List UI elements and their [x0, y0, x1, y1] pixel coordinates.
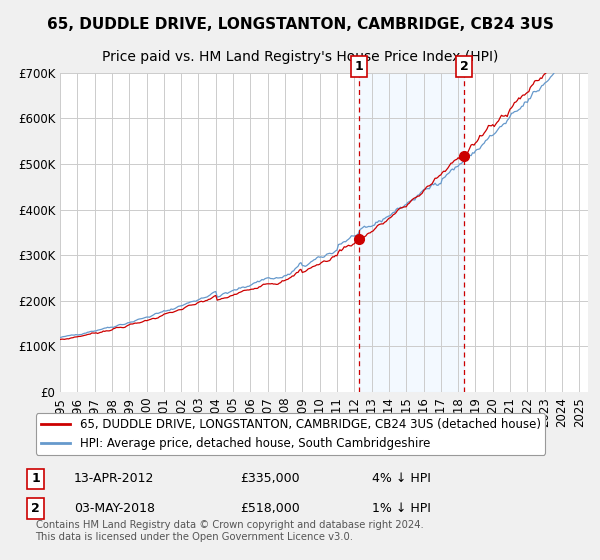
Text: £518,000: £518,000 — [240, 502, 299, 515]
Bar — [359, 73, 464, 392]
Text: 2: 2 — [460, 60, 469, 73]
Text: 2: 2 — [31, 502, 40, 515]
Text: £335,000: £335,000 — [240, 473, 299, 486]
Text: 13-APR-2012: 13-APR-2012 — [74, 473, 155, 486]
Text: 03-MAY-2018: 03-MAY-2018 — [74, 502, 155, 515]
Legend: 65, DUDDLE DRIVE, LONGSTANTON, CAMBRIDGE, CB24 3US (detached house), HPI: Averag: 65, DUDDLE DRIVE, LONGSTANTON, CAMBRIDGE… — [36, 413, 545, 455]
Text: Price paid vs. HM Land Registry's House Price Index (HPI): Price paid vs. HM Land Registry's House … — [102, 50, 498, 64]
Text: 65, DUDDLE DRIVE, LONGSTANTON, CAMBRIDGE, CB24 3US: 65, DUDDLE DRIVE, LONGSTANTON, CAMBRIDGE… — [47, 17, 553, 32]
Text: 1: 1 — [31, 473, 40, 486]
Text: Contains HM Land Registry data © Crown copyright and database right 2024.
This d: Contains HM Land Registry data © Crown c… — [35, 520, 423, 542]
Text: 1: 1 — [355, 60, 364, 73]
Text: 1% ↓ HPI: 1% ↓ HPI — [372, 502, 431, 515]
Text: 4% ↓ HPI: 4% ↓ HPI — [372, 473, 431, 486]
